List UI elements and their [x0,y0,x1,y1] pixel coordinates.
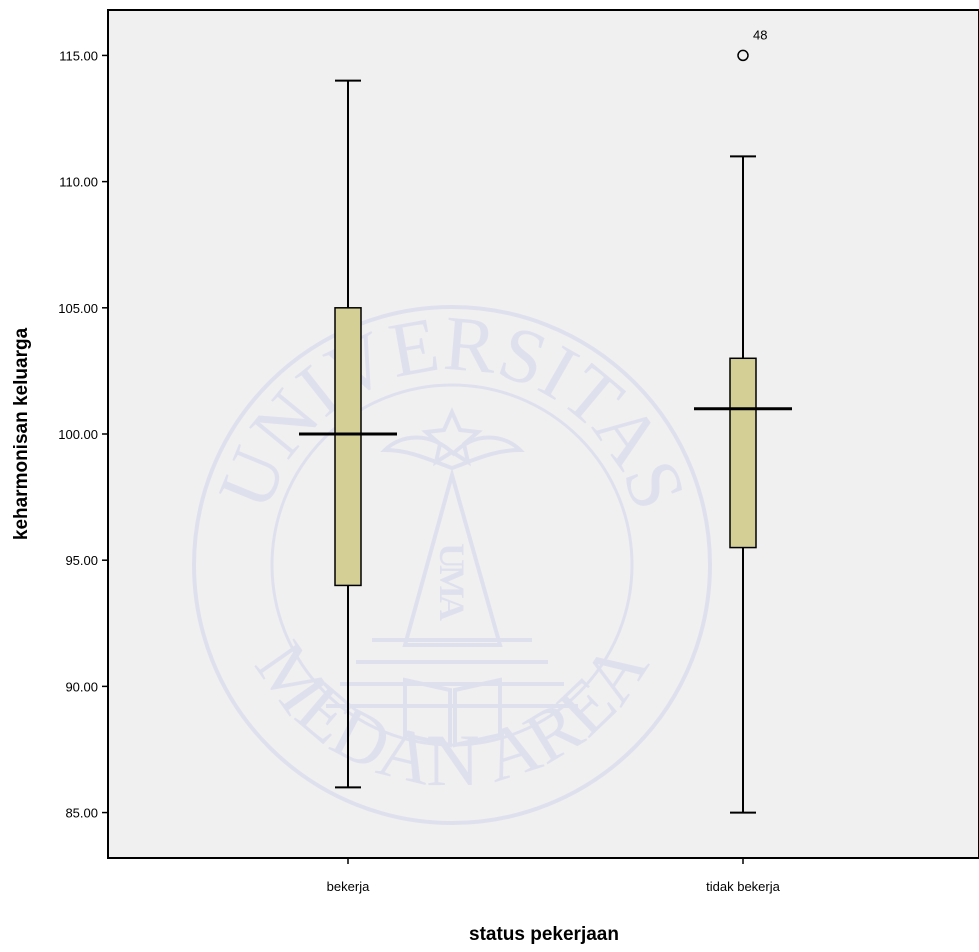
y-tick-label: 95.00 [65,553,98,568]
y-tick-label: 90.00 [65,679,98,694]
box-group [299,79,397,789]
box-group: 48 [694,27,792,814]
iqr-box [729,357,757,549]
x-tick-label: bekerja [327,879,370,894]
y-tick-label: 115.00 [59,48,98,63]
plot-area [108,10,979,858]
y-tick-label: 100.00 [58,427,98,442]
x-axis: bekerja tidak bekerja [327,858,781,894]
y-tick-label: 110.00 [59,175,98,190]
y-axis-title: keharmonisan keluarga [11,327,32,540]
y-axis: 85.00 90.00 95.00 100.00 105.00 110.00 115.00 [58,48,108,821]
boxes: 48 [299,27,792,814]
y-tick-label: 105.00 [58,301,98,316]
iqr-box [334,307,362,587]
x-tick-label: tidak bekerja [706,879,780,894]
outlier-point [737,49,749,62]
watermark-center-text: UMA [432,543,472,621]
y-tick-label: 85.00 [65,806,98,821]
outlier-label: 48 [753,27,767,42]
x-axis-title: status pekerjaan [469,924,619,945]
